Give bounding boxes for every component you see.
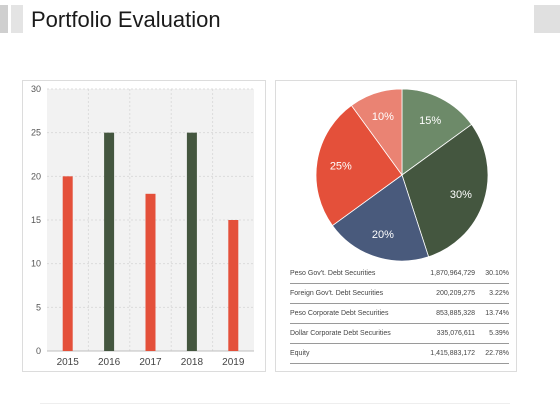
x-tick-label: 2016 xyxy=(98,357,121,368)
title-bar: Portfolio Evaluation xyxy=(0,5,560,35)
y-tick-label: 25 xyxy=(31,128,41,138)
y-tick-label: 5 xyxy=(36,302,41,312)
row-name: Dollar Corporate Debt Securities xyxy=(290,323,419,344)
bar-chart-panel: 0 5 10 15 20 25 30 2015 2016 2017 2018 2019 xyxy=(22,80,266,372)
bar-2018 xyxy=(186,132,197,351)
row-name: Equity xyxy=(290,343,419,364)
accent-block-left xyxy=(0,5,8,33)
pie-slice-15 xyxy=(401,88,473,176)
y-tick-label: 0 xyxy=(36,346,41,356)
pie-slice-label: 20% xyxy=(372,229,394,241)
row-percent: 22.78% xyxy=(475,343,509,364)
row-percent: 5.39% xyxy=(475,323,509,344)
bar-2015 xyxy=(62,176,73,351)
y-tick-label: 30 xyxy=(31,84,41,94)
row-percent: 30.10% xyxy=(475,264,509,284)
x-tick-label: 2019 xyxy=(222,357,245,368)
pie-slice-20 xyxy=(331,174,430,262)
table-row: Dollar Corporate Debt Securities 335,076,… xyxy=(290,323,509,344)
y-tick-label: 20 xyxy=(31,171,41,181)
page-title: Portfolio Evaluation xyxy=(31,7,221,32)
pie-slice-label: 15% xyxy=(419,115,441,127)
table-row: Equity 1,415,883,172 22.78% xyxy=(290,343,509,364)
x-tick-label: 2015 xyxy=(57,357,80,368)
row-name: Peso Corporate Debt Securities xyxy=(290,303,419,324)
row-amount: 335,076,611 xyxy=(418,323,475,344)
pie-chart-panel: 15% 30% 20% 25% 10% Peso Gov't. Debt Securit… xyxy=(275,80,517,372)
pie-slice-30 xyxy=(401,123,489,258)
portfolio-table: Peso Gov't. Debt Securities 1,870,964,729… xyxy=(290,264,509,364)
footer-divider xyxy=(40,403,510,404)
bar-2017 xyxy=(145,193,156,351)
table-row: Foreign Gov't. Debt Securities 200,209,27… xyxy=(290,283,509,304)
x-tick-label: 2017 xyxy=(139,357,162,368)
table-row: Peso Corporate Debt Securities 853,885,32… xyxy=(290,303,509,324)
row-name: Peso Gov't. Debt Securities xyxy=(290,264,419,284)
accent-block-right xyxy=(534,5,560,33)
row-name: Foreign Gov't. Debt Securities xyxy=(290,283,419,304)
pie-chart: 15% 30% 20% 25% 10% xyxy=(315,88,489,262)
pie-slice-label: 30% xyxy=(450,189,472,201)
row-percent: 3.22% xyxy=(475,283,509,304)
bar-2016 xyxy=(104,132,115,351)
accent-block-left-light xyxy=(11,5,23,33)
pie-slice-10 xyxy=(350,88,403,177)
y-tick-label: 10 xyxy=(31,259,41,269)
bar-chart: 0 5 10 15 20 25 30 2015 2016 2017 2018 2019 xyxy=(31,84,254,368)
y-tick-label: 15 xyxy=(31,215,41,225)
row-amount: 1,870,964,729 xyxy=(418,264,475,284)
row-amount: 1,415,883,172 xyxy=(418,343,475,364)
table-row: Peso Gov't. Debt Securities 1,870,964,729… xyxy=(290,264,509,284)
row-amount: 853,885,328 xyxy=(418,303,475,324)
bar-2019 xyxy=(228,220,239,351)
x-tick-label: 2018 xyxy=(181,357,204,368)
row-percent: 13.74% xyxy=(475,303,509,324)
pie-slice-25 xyxy=(315,104,403,227)
pie-slice-label: 10% xyxy=(372,111,394,123)
row-amount: 200,209,275 xyxy=(418,283,475,304)
pie-slice-label: 25% xyxy=(330,160,352,172)
